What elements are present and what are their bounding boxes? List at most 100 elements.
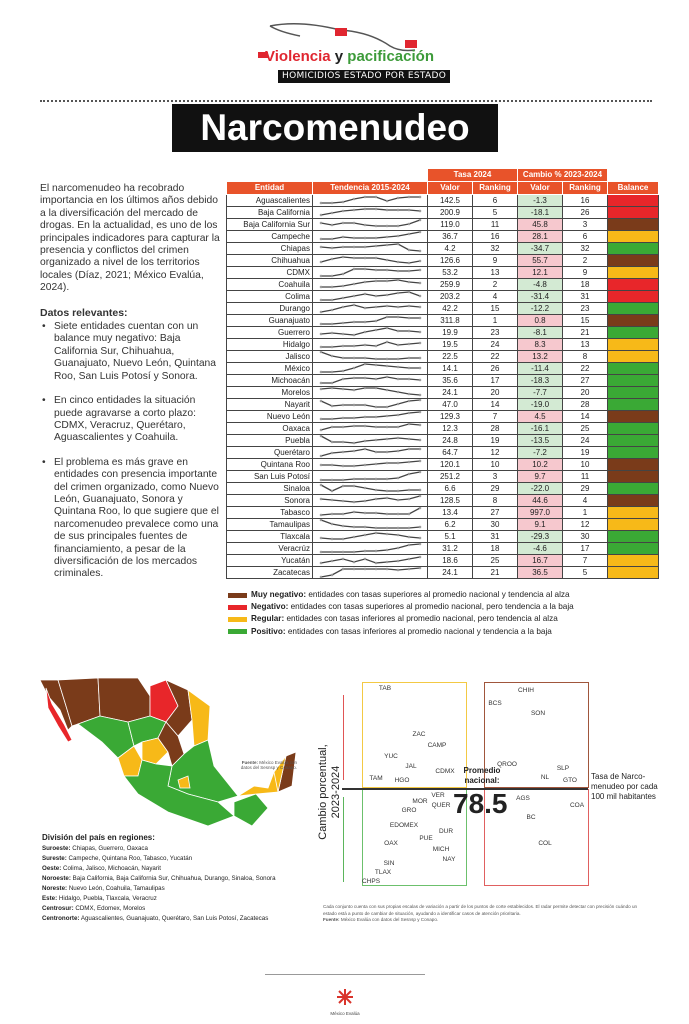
trend-point: [319, 260, 323, 264]
trend-point: [341, 425, 345, 429]
trend-sparkline: [312, 494, 428, 507]
trend-point: [374, 387, 378, 390]
change-value: -29.3: [517, 530, 563, 543]
trend-point: [319, 310, 323, 314]
y-axis-label: Cambio porcentual, 2023-2024: [317, 744, 342, 840]
entity-name: Baja California Sur: [226, 218, 313, 231]
trend-point: [352, 344, 356, 348]
trend-point: [385, 340, 389, 344]
change-value: -7.2: [517, 446, 563, 459]
change-ranking: 22: [562, 362, 608, 375]
trend-point: [352, 236, 356, 240]
change-ranking: 2: [562, 254, 608, 267]
trend-line: [321, 341, 421, 348]
table-row: Chiapas 4.2 32 -34.7 32: [226, 242, 659, 255]
legend-label: Negativo:: [251, 602, 289, 612]
rate-value: 14.1: [427, 362, 473, 375]
change-ranking: 10: [562, 458, 608, 471]
change-ranking: 31: [562, 290, 608, 303]
table-row: Aguascalientes 142.5 6 -1.3 16: [226, 194, 659, 207]
balance-cell: [607, 242, 659, 255]
region-item: Noreste: Nuevo León, Coahuila, Tamaulipa…: [42, 884, 276, 894]
trend-point: [330, 512, 334, 516]
entity-name: Chiapas: [226, 242, 313, 255]
trend-point: [385, 496, 389, 500]
footer-divider: [265, 974, 425, 975]
trend-point: [385, 532, 389, 536]
trend-point: [385, 414, 389, 418]
table-row: San Luis Potosí 251.2 3 9.7 11: [226, 470, 659, 483]
trend-line: [321, 316, 420, 325]
change-ranking: 16: [562, 194, 608, 207]
rate-value: 24.1: [427, 566, 473, 579]
table-row: Sonora 128.5 8 44.6 4: [226, 494, 659, 507]
change-value: 997.0: [517, 506, 563, 519]
trend-point: [319, 463, 323, 467]
table-row: Guerrero 19.9 23 -8.1 21: [226, 326, 659, 339]
rate-value: 126.6: [427, 254, 473, 267]
radar-state-label: MICH: [432, 846, 450, 853]
trend-sparkline: [312, 434, 428, 447]
change-value: 44.6: [517, 494, 563, 507]
entity-name: Veracrúz: [226, 542, 313, 555]
trend-point: [319, 213, 323, 217]
rate-value: 203.2: [427, 290, 473, 303]
trend-point: [363, 499, 367, 503]
source-label: Fuente:: [241, 760, 258, 765]
balance-cell: [607, 206, 659, 219]
trend-point: [396, 260, 400, 264]
rate-ranking: 13: [472, 266, 518, 279]
table-row: Chihuahua 126.6 9 55.7 2: [226, 254, 659, 267]
trend-point: [319, 201, 323, 205]
trend-point: [363, 477, 367, 481]
table-row: Tlaxcala 5.1 31 -29.3 30: [226, 530, 659, 543]
change-ranking: 17: [562, 542, 608, 555]
trend-point: [363, 557, 367, 561]
trend-line: [321, 363, 420, 373]
trend-point: [352, 256, 356, 260]
trend-point: [407, 316, 411, 320]
radar-state-label: ZAC: [412, 731, 426, 738]
trend-point: [341, 403, 345, 407]
balance-cell: [607, 302, 659, 315]
logo-text-violencia: Violencia: [265, 48, 331, 65]
rate-ranking: 7: [472, 410, 518, 423]
trend-sparkline: [312, 218, 428, 231]
radar-note: Cada conjunto cuenta con sus propias esc…: [323, 904, 643, 924]
regions-list: División del país en regiones: Suroeste:…: [42, 833, 276, 924]
trend-line: [320, 327, 421, 336]
col-header: Valor: [517, 181, 563, 195]
col-header: Balance: [607, 181, 659, 195]
change-ranking: 1: [562, 506, 608, 519]
trend-point: [418, 316, 422, 320]
entity-name: Michoacán: [226, 374, 313, 387]
trend-point: [352, 388, 356, 392]
trend-point: [330, 573, 334, 577]
trend-point: [352, 208, 356, 212]
change-value: -12.2: [517, 302, 563, 315]
trend-point: [385, 512, 389, 516]
trend-point: [363, 207, 367, 211]
trend-point: [407, 411, 411, 415]
change-value: 36.5: [517, 566, 563, 579]
rate-value: 259.9: [427, 278, 473, 291]
trend-point: [396, 305, 400, 309]
trend-point: [341, 305, 345, 309]
trend-line: [320, 507, 421, 516]
rate-value: 19.5: [427, 338, 473, 351]
trend-line: [320, 448, 420, 457]
trend-point: [374, 344, 378, 348]
rate-ranking: 14: [472, 398, 518, 411]
change-value: 13.2: [517, 350, 563, 363]
trend-point: [341, 221, 345, 225]
trend-point: [396, 377, 400, 381]
change-value: -16.1: [517, 422, 563, 435]
source-label: Fuente:: [323, 917, 340, 922]
trend-point: [352, 464, 356, 468]
entity-name: San Luis Potosí: [226, 470, 313, 483]
trend-point: [319, 298, 323, 302]
rate-ranking: 6: [472, 194, 518, 207]
change-value: -11.4: [517, 362, 563, 375]
rate-value: 13.4: [427, 506, 473, 519]
entity-name: México: [226, 362, 313, 375]
